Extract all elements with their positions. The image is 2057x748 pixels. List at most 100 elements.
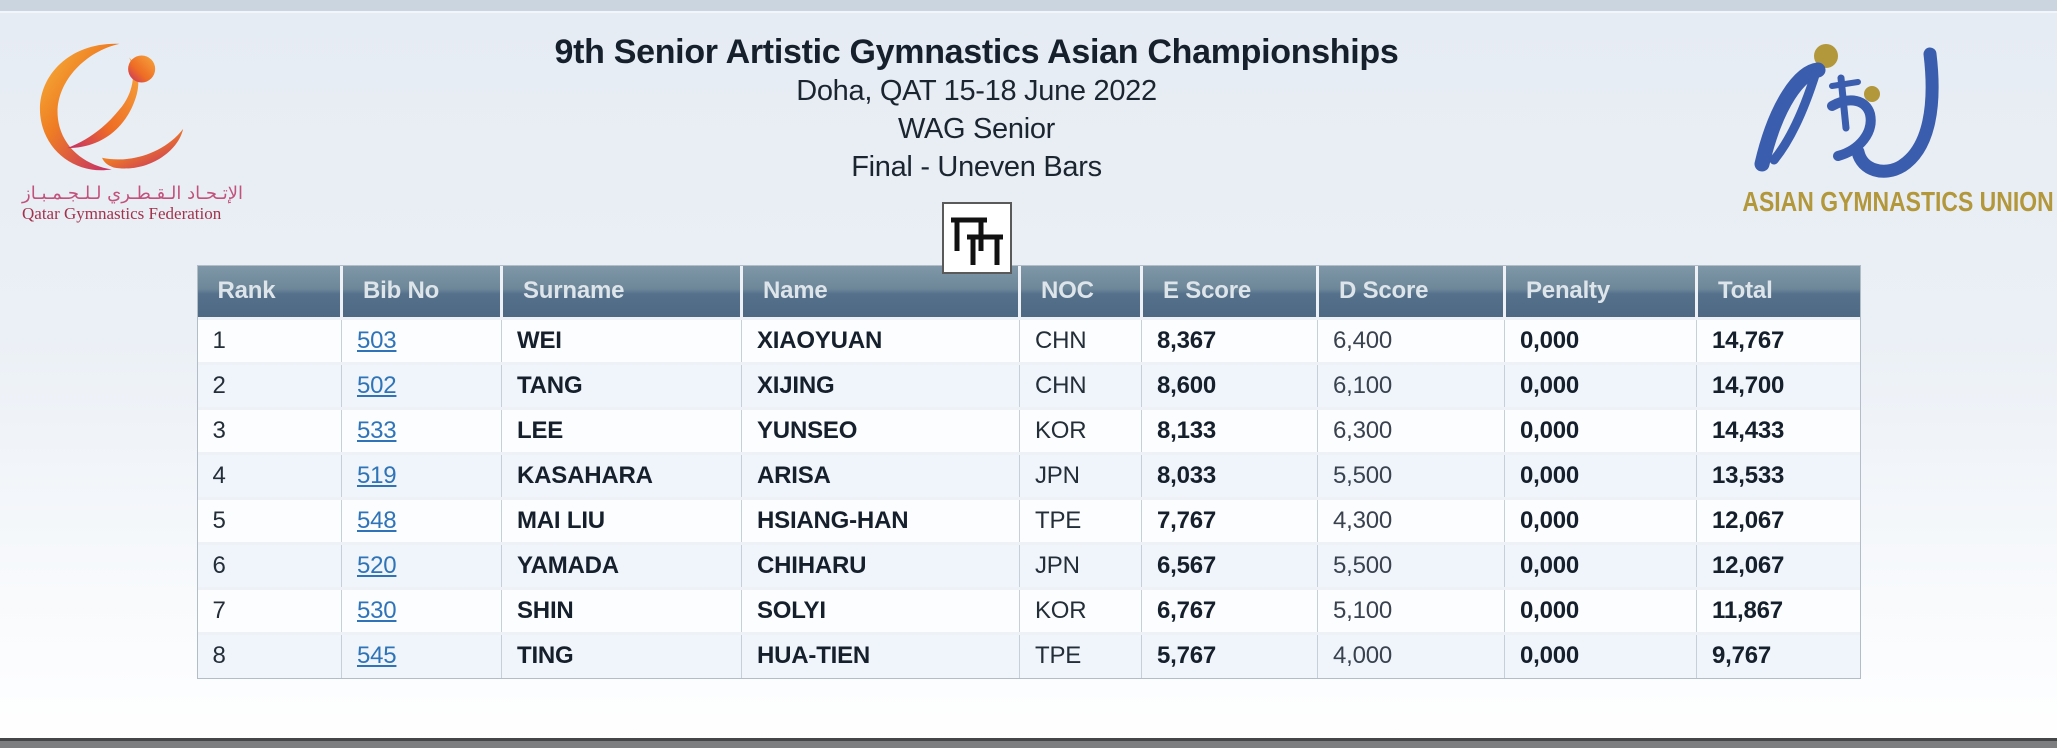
- cell-bib: 520: [341, 543, 502, 590]
- cell-rank: 8: [197, 633, 342, 678]
- cell-surname: TING: [501, 633, 742, 678]
- cell-penalty: 0,000: [1504, 318, 1697, 365]
- bib-link[interactable]: 548: [357, 506, 397, 534]
- qatar-gymnastics-federation-logo: الإتـحـاد الـقـطـري لـلـجـمـبـاز Qatar G…: [22, 40, 252, 224]
- column-header-penalty: Penalty: [1504, 266, 1698, 320]
- cell-noc: KOR: [1019, 408, 1142, 455]
- column-header-total: Total: [1696, 266, 1860, 320]
- cell-noc: TPE: [1019, 498, 1142, 545]
- cell-rank: 3: [197, 408, 342, 455]
- bib-link[interactable]: 520: [357, 551, 397, 579]
- cell-name: XIAOYUAN: [741, 318, 1020, 365]
- cell-surname: WEI: [501, 318, 742, 365]
- cell-escore: 8,600: [1141, 363, 1318, 410]
- cell-rank: 6: [197, 543, 342, 590]
- bib-link[interactable]: 530: [357, 596, 397, 624]
- cell-name: HSIANG-HAN: [741, 498, 1020, 545]
- asian-gymnastics-union-logo: ASIAN GYMNASTICS UNION: [1719, 42, 2054, 218]
- cell-surname: SHIN: [501, 588, 742, 635]
- cell-bib: 502: [341, 363, 502, 410]
- bib-link[interactable]: 503: [357, 326, 397, 354]
- cell-name: ARISA: [741, 453, 1020, 500]
- window-bottom-bar: [0, 738, 2057, 748]
- cell-noc: CHN: [1019, 318, 1142, 365]
- bib-link[interactable]: 519: [357, 461, 397, 489]
- cell-penalty: 0,000: [1504, 408, 1697, 455]
- event-title: 9th Senior Artistic Gymnastics Asian Cha…: [554, 33, 1399, 71]
- column-header-name: Name: [741, 266, 1021, 320]
- cell-escore: 7,767: [1141, 498, 1318, 545]
- cell-name: XIJING: [741, 363, 1020, 410]
- table-row: 5 548 MAI LIU HSIANG-HAN TPE 7,767 4,300 0,000 1…: [197, 498, 1860, 545]
- cell-rank: 4: [197, 453, 342, 500]
- column-header-bib-no: Bib No: [341, 266, 503, 320]
- bib-link[interactable]: 545: [357, 642, 397, 670]
- column-header-surname: Surname: [501, 266, 743, 320]
- window-top-strip: [0, 0, 2057, 13]
- table-row: 6 520 YAMADA CHIHARU JPN 6,567 5,500 0,000 12,06…: [197, 543, 1860, 590]
- cell-noc: CHN: [1019, 363, 1142, 410]
- table-row: 8 545 TING HUA-TIEN TPE 5,767 4,000 0,000 9,767: [197, 633, 1860, 678]
- cell-escore: 8,133: [1141, 408, 1318, 455]
- table-row: 1 503 WEI XIAOYUAN CHN 8,367 6,400 0,000 14,767: [197, 318, 1860, 365]
- column-header-e-score: E Score: [1141, 266, 1319, 320]
- cell-penalty: 0,000: [1504, 363, 1697, 410]
- cell-dscore: 4,300: [1317, 498, 1505, 545]
- cell-noc: JPN: [1019, 543, 1142, 590]
- bib-link[interactable]: 502: [357, 371, 397, 399]
- cell-bib: 548: [341, 498, 502, 545]
- cell-dscore: 5,500: [1317, 453, 1505, 500]
- cell-total: 11,867: [1696, 588, 1860, 635]
- cell-total: 9,767: [1696, 633, 1860, 678]
- cell-total: 14,433: [1696, 408, 1860, 455]
- event-location-date: Doha, QAT 15-18 June 2022: [796, 75, 1157, 107]
- cell-penalty: 0,000: [1504, 633, 1697, 678]
- results-tbody: 1 503 WEI XIAOYUAN CHN 8,367 6,400 0,000 14,767 2…: [197, 318, 1860, 678]
- cell-bib: 503: [341, 318, 502, 365]
- report-header: الإتـحـاد الـقـطـري لـلـجـمـبـاز Qatar G…: [0, 0, 2057, 274]
- column-header-d-score: D Score: [1317, 266, 1506, 320]
- qatar-federation-arabic-name: الإتـحـاد الـقـطـري لـلـجـمـبـاز: [22, 183, 244, 204]
- cell-total: 12,067: [1696, 498, 1860, 545]
- cell-escore: 5,767: [1141, 633, 1318, 678]
- cell-dscore: 4,000: [1317, 633, 1505, 678]
- event-phase: Final - Uneven Bars: [851, 151, 1102, 183]
- table-row: 2 502 TANG XIJING CHN 8,600 6,100 0,000 14,700: [197, 363, 1860, 410]
- cell-penalty: 0,000: [1504, 498, 1697, 545]
- cell-dscore: 5,500: [1317, 543, 1505, 590]
- qatar-federation-english-name: Qatar Gymnastics Federation: [22, 204, 222, 223]
- cell-total: 12,067: [1696, 543, 1860, 590]
- cell-dscore: 6,300: [1317, 408, 1505, 455]
- table-row: 4 519 KASAHARA ARISA JPN 8,033 5,500 0,000 13,53…: [197, 453, 1860, 500]
- cell-rank: 5: [197, 498, 342, 545]
- cell-penalty: 0,000: [1504, 543, 1697, 590]
- agu-figures-icon: [1754, 44, 1939, 178]
- cell-rank: 2: [197, 363, 342, 410]
- column-header-noc: NOC: [1019, 266, 1143, 320]
- qatar-federation-swirl-icon: [39, 43, 184, 171]
- cell-name: SOLYI: [741, 588, 1020, 635]
- cell-total: 13,533: [1696, 453, 1860, 500]
- bib-link[interactable]: 533: [357, 416, 397, 444]
- cell-surname: YAMADA: [501, 543, 742, 590]
- cell-bib: 545: [341, 633, 502, 678]
- cell-escore: 6,767: [1141, 588, 1318, 635]
- agu-name: ASIAN GYMNASTICS UNION: [1742, 186, 2054, 217]
- table-header-row: Rank Bib No Surname Name NOC E Score D S…: [197, 266, 1860, 320]
- cell-name: HUA-TIEN: [741, 633, 1020, 678]
- cell-surname: MAI LIU: [501, 498, 742, 545]
- cell-dscore: 5,100: [1317, 588, 1505, 635]
- cell-name: YUNSEO: [741, 408, 1020, 455]
- cell-noc: KOR: [1019, 588, 1142, 635]
- cell-bib: 533: [341, 408, 502, 455]
- cell-rank: 7: [197, 588, 342, 635]
- cell-surname: LEE: [501, 408, 742, 455]
- cell-bib: 519: [341, 453, 502, 500]
- event-title-block: 9th Senior Artistic Gymnastics Asian Cha…: [0, 0, 2005, 186]
- cell-surname: TANG: [501, 363, 742, 410]
- results-table: Rank Bib No Surname Name NOC E Score D S…: [196, 265, 1861, 679]
- cell-bib: 530: [341, 588, 502, 635]
- cell-dscore: 6,100: [1317, 363, 1505, 410]
- cell-escore: 8,367: [1141, 318, 1318, 365]
- event-category: WAG Senior: [897, 113, 1056, 145]
